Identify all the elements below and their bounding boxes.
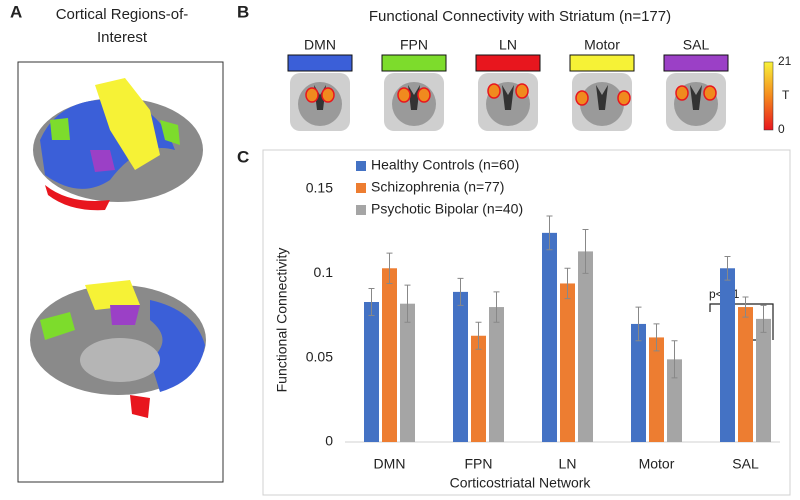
y-axis-title: Functional Connectivity [274, 248, 290, 393]
ventricle [690, 85, 702, 110]
colorbar-label: T [782, 88, 790, 102]
network-swatch [569, 54, 635, 72]
panel-title: Interest [97, 29, 148, 46]
error-bar [653, 323, 660, 352]
y-tick-label: 0.05 [306, 348, 333, 364]
ventricle [596, 85, 608, 110]
activation [397, 87, 411, 103]
error-bar [475, 321, 482, 350]
bar [489, 307, 504, 442]
error-bar [386, 252, 393, 284]
brain-medial [30, 280, 206, 418]
error-bar [564, 267, 571, 300]
y-tick-label: 0.1 [314, 264, 334, 280]
bar [560, 283, 575, 442]
x-tick-label: DMN [374, 456, 406, 472]
legend-label: Healthy Controls (n=60) [371, 157, 519, 173]
bar [382, 268, 397, 442]
error-bar [760, 304, 767, 333]
activation [417, 87, 431, 103]
bar [738, 307, 753, 442]
network-swatch [381, 54, 447, 72]
colorbar [763, 61, 774, 131]
x-tick-label: LN [559, 456, 577, 472]
activation [703, 85, 717, 101]
activation [305, 87, 319, 103]
bar [649, 337, 664, 442]
brain-lateral [33, 78, 203, 211]
legend-label: Psychotic Bipolar (n=40) [371, 201, 523, 217]
bar [720, 268, 735, 442]
bar [631, 323, 646, 442]
bar [667, 359, 682, 442]
network-label: LN [499, 37, 517, 53]
activation [515, 83, 529, 99]
panel-letter: C [237, 147, 249, 166]
network-swatch [475, 54, 541, 72]
bar [471, 335, 486, 442]
x-axis-title: Corticostriatal Network [450, 475, 592, 491]
ventricle [408, 85, 420, 110]
ventricle [502, 85, 514, 110]
activation [321, 87, 335, 103]
error-bar [368, 288, 375, 316]
panel-frame [17, 61, 224, 483]
activation [575, 90, 589, 106]
error-bar [404, 284, 411, 323]
panel-title: Functional Connectivity with Striatum (n… [369, 8, 671, 25]
network-swatch [663, 54, 729, 72]
colorbar-max: 21 [778, 54, 792, 68]
bar [756, 318, 771, 442]
error-bar [724, 255, 731, 281]
activation [487, 83, 501, 99]
error-bar [457, 277, 464, 306]
y-tick-label: 0.15 [306, 180, 333, 196]
bar [364, 302, 379, 442]
error-bar [635, 306, 642, 342]
legend-swatch [356, 205, 366, 215]
network-label: DMN [304, 37, 336, 53]
network-label: Motor [584, 37, 620, 53]
bar [578, 251, 593, 442]
error-bar [546, 215, 553, 251]
network-swatch [287, 54, 353, 72]
bar [542, 232, 557, 442]
x-tick-label: SAL [732, 456, 759, 472]
legend-swatch [356, 183, 366, 193]
activation [675, 85, 689, 101]
panel-letter: B [237, 2, 249, 21]
error-bar [582, 228, 589, 274]
activation [617, 90, 631, 106]
chart-frame [262, 149, 791, 496]
error-bar [493, 291, 500, 323]
legend-label: Schizophrenia (n=77) [371, 179, 504, 195]
network-label: SAL [683, 37, 710, 53]
error-bar [742, 296, 749, 318]
bar [453, 291, 468, 442]
bar [400, 303, 415, 442]
y-tick-label: 0 [325, 433, 333, 449]
error-bar [671, 340, 678, 379]
network-label: FPN [400, 37, 428, 53]
x-tick-label: FPN [465, 456, 493, 472]
colorbar-min: 0 [778, 122, 785, 136]
legend-swatch [356, 161, 366, 171]
x-tick-label: Motor [639, 456, 675, 472]
panel-title: Cortical Regions-of- [56, 6, 189, 23]
panel-letter: A [10, 2, 22, 21]
